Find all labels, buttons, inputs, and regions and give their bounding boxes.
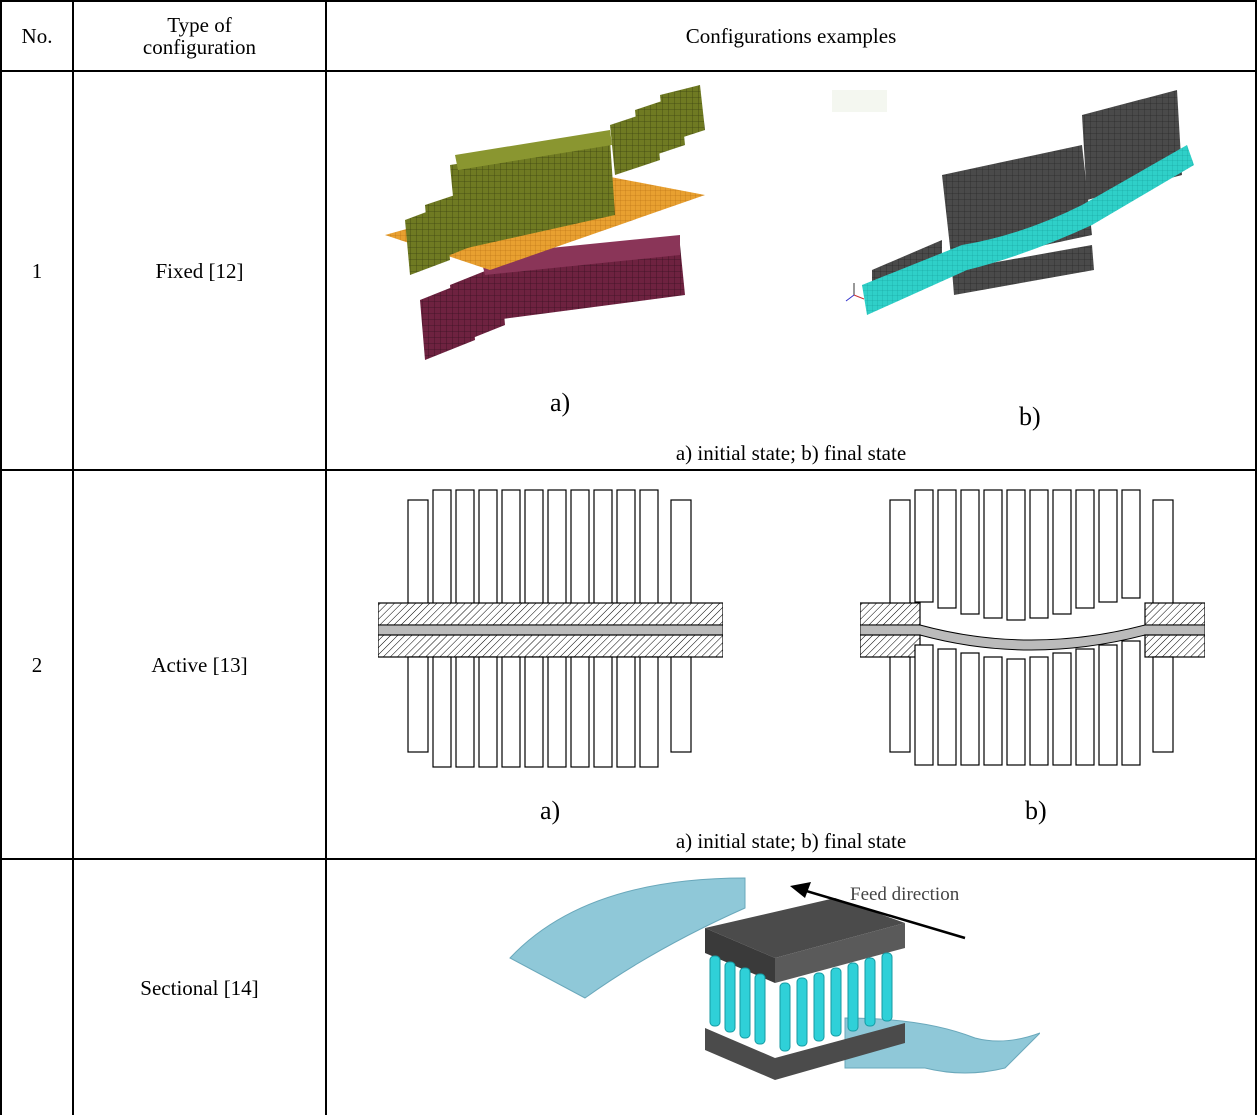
- header-no-text: No.: [21, 24, 53, 48]
- blank-sheet: [378, 624, 723, 636]
- row-divider: [0, 469, 1257, 471]
- figure-active-final: [860, 489, 1205, 766]
- header-no: No.: [2, 2, 72, 70]
- upper-pin-array: [889, 489, 1174, 621]
- row2-type: Active [13]: [74, 471, 325, 858]
- row3-no: [2, 860, 72, 1115]
- feed-direction-arrow: [790, 882, 966, 940]
- lower-pin-array: [407, 656, 692, 768]
- label-patch: [832, 90, 887, 112]
- row-divider: [0, 70, 1257, 72]
- lower-clamp-plate: [378, 634, 723, 658]
- row1-no-text: 1: [31, 258, 43, 283]
- row1-type-text: Fixed [12]: [155, 258, 244, 283]
- table-border-top: [0, 0, 1257, 2]
- lower-pin-array: [889, 640, 1174, 766]
- column-divider: [325, 0, 327, 1115]
- row3-type: Sectional [14]: [74, 860, 325, 1115]
- table-border-right: [1255, 0, 1257, 1115]
- figure-active-initial: [378, 489, 723, 768]
- sheet-blank: [509, 877, 746, 999]
- table-border-left: [0, 0, 2, 1115]
- row2-type-text: Active [13]: [151, 652, 248, 677]
- header-examples: Configurations examples: [327, 2, 1255, 70]
- formed-sheet: [862, 145, 1194, 315]
- column-divider: [72, 0, 74, 1115]
- header-examples-text: Configurations examples: [685, 24, 897, 48]
- lower-clamp-plate: [860, 634, 921, 658]
- upper-clamp-plate: [378, 602, 723, 626]
- upper-clamp-plate: [860, 602, 921, 626]
- header-type-line1: Type of: [167, 13, 232, 37]
- row1-caption: a) initial state; b) final state: [675, 441, 907, 465]
- figure-sectional: Feed direction: [509, 877, 1040, 1080]
- upper-die-block: [705, 898, 905, 958]
- pin-array: [709, 952, 893, 1052]
- figure-fixed-final: [832, 90, 1194, 315]
- header-type: Type of configuration: [74, 2, 325, 70]
- header-type-line2: configuration: [142, 35, 257, 59]
- upper-pin-matrix: [405, 85, 705, 275]
- lower-die-block: [705, 1023, 905, 1080]
- lower-pin-matrix: [420, 235, 685, 360]
- row2-no: 2: [2, 471, 72, 858]
- row2-label-b: b): [1025, 796, 1047, 825]
- row2-label-a: a): [540, 796, 561, 825]
- row-divider: [0, 858, 1257, 860]
- figure-fixed-initial: [385, 85, 705, 360]
- row2-caption: a) initial state; b) final state: [675, 829, 907, 853]
- row3-type-text: Sectional [14]: [140, 975, 259, 1000]
- row2-no-text: 2: [31, 652, 43, 677]
- formed-sheet: [860, 624, 1205, 651]
- axis-triad-icon: [845, 283, 865, 302]
- row1-type: Fixed [12]: [74, 72, 325, 469]
- row1-no: 1: [2, 72, 72, 469]
- feed-direction-label: Feed direction: [850, 884, 960, 905]
- upper-pin-array: [407, 489, 692, 606]
- row1-label-b: b): [1019, 402, 1041, 431]
- row1-label-a: a): [550, 388, 571, 417]
